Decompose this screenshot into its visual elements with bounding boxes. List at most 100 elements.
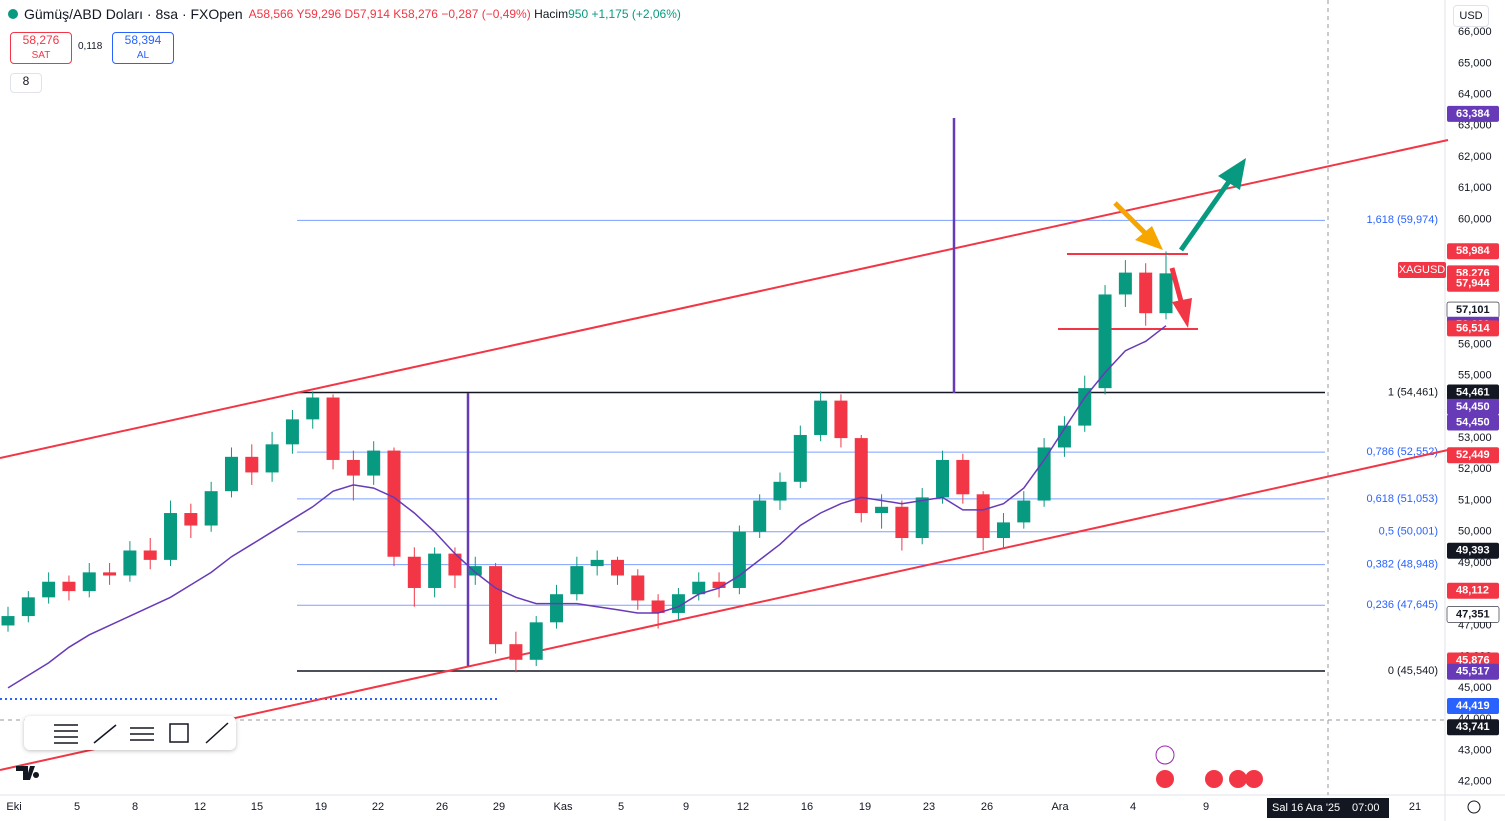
candle-body bbox=[224, 456, 238, 492]
candle-body bbox=[834, 400, 848, 439]
x-tick-label: 21 bbox=[1409, 801, 1421, 813]
buy-label: AL bbox=[136, 50, 150, 61]
candle-body bbox=[590, 559, 604, 567]
x-tick-label: 19 bbox=[315, 801, 327, 813]
buy-button[interactable]: 58,394 AL bbox=[112, 32, 174, 64]
y-tick-label: 51,000 bbox=[1458, 494, 1492, 506]
y-tick-label: 55,000 bbox=[1458, 370, 1492, 382]
y-tick-label: 49,000 bbox=[1458, 557, 1492, 569]
price-badge bbox=[1447, 447, 1499, 464]
candle-body bbox=[1078, 388, 1092, 426]
candle-body bbox=[407, 556, 421, 588]
x-tick-label: 4 bbox=[1130, 801, 1136, 813]
y-tick-label: 42,000 bbox=[1458, 775, 1492, 787]
price-badge-label: 45,876 bbox=[1456, 654, 1490, 666]
candle-body bbox=[468, 566, 482, 576]
fib-label: 0,382 (48,948) bbox=[1366, 559, 1438, 571]
arrow-head bbox=[1172, 298, 1192, 328]
price-badge-label: 48,112 bbox=[1456, 585, 1489, 597]
candle-body bbox=[62, 581, 76, 592]
open: A58,566 bbox=[248, 7, 294, 21]
x-tick-label: Kas bbox=[554, 801, 573, 813]
candle-body bbox=[529, 622, 543, 660]
x-tick-label: 26 bbox=[981, 801, 993, 813]
price-badge bbox=[1447, 105, 1499, 122]
y-tick-label: 45,000 bbox=[1458, 682, 1492, 694]
moving-average bbox=[7, 325, 1167, 689]
rect-tool[interactable] bbox=[169, 723, 189, 743]
y-tick-label: 53,000 bbox=[1458, 432, 1492, 444]
price-badge bbox=[1447, 663, 1499, 680]
x-tick-label: 12 bbox=[737, 801, 749, 813]
price-badge-label: 44,419 bbox=[1456, 700, 1490, 712]
close: K58,276 bbox=[393, 7, 438, 21]
candle-body bbox=[732, 531, 746, 588]
sell-button[interactable]: 58,276 SAT bbox=[10, 32, 72, 64]
candle-body bbox=[143, 550, 157, 560]
cursor-time: 07:00 bbox=[1352, 802, 1380, 814]
fib-label: 0,236 (47,645) bbox=[1366, 599, 1438, 611]
trend-line bbox=[0, 139, 1449, 459]
indicator-toggle[interactable]: 8 bbox=[10, 73, 42, 93]
low: D57,914 bbox=[344, 7, 390, 21]
candle-body bbox=[793, 434, 807, 482]
candle-body bbox=[1098, 294, 1112, 389]
arrow bbox=[1178, 178, 1233, 252]
x-tick-label: 12 bbox=[194, 801, 206, 813]
channel-tool[interactable] bbox=[130, 727, 154, 741]
x-tick-label: 9 bbox=[683, 801, 689, 813]
event-icons bbox=[1155, 745, 1263, 788]
settings-icon[interactable] bbox=[1467, 800, 1481, 814]
arrows bbox=[1113, 158, 1246, 328]
price-badge-label: 58,984 bbox=[1456, 245, 1491, 257]
symbol[interactable]: Gümüş/ABD Doları · 8sa · FXOpen bbox=[24, 6, 243, 22]
candle-body bbox=[306, 397, 320, 420]
price-badge-label: 57,101 bbox=[1456, 304, 1490, 316]
candle-body bbox=[712, 581, 726, 588]
candle-body bbox=[326, 397, 340, 460]
candle-body bbox=[184, 513, 198, 526]
fib-label: 1 (54,461) bbox=[1388, 386, 1438, 398]
spread: 0,118 bbox=[78, 41, 103, 52]
price-badge-label: 54,461 bbox=[1456, 386, 1490, 398]
buy-price: 58,394 bbox=[124, 33, 162, 47]
fib-label: 0,5 (50,001) bbox=[1379, 526, 1438, 538]
event-icon bbox=[1205, 770, 1223, 788]
y-tick-label: 43,000 bbox=[1458, 744, 1492, 756]
status-dot bbox=[8, 9, 18, 19]
y-tick-label: 62,000 bbox=[1458, 151, 1492, 163]
line-tool[interactable] bbox=[205, 722, 229, 744]
price-badge bbox=[1447, 698, 1499, 715]
currency-button[interactable]: USD bbox=[1453, 5, 1489, 27]
price-badge-label: 43,741 bbox=[1456, 721, 1490, 733]
candle-body bbox=[509, 644, 523, 660]
volume: 950 bbox=[568, 7, 589, 21]
fib-tool[interactable] bbox=[54, 724, 78, 744]
x-tick-label: 5 bbox=[74, 801, 80, 813]
price-badge-label: 45,517 bbox=[1456, 666, 1490, 678]
price-badge-label: 54,450 bbox=[1456, 401, 1490, 413]
candle-body bbox=[42, 581, 56, 598]
x-tick-label: 23 bbox=[923, 801, 935, 813]
candle-body bbox=[1017, 500, 1031, 523]
candle-body bbox=[245, 456, 259, 473]
x-tick-label: 9 bbox=[1203, 801, 1209, 813]
x-tick-label: 5 bbox=[618, 801, 624, 813]
indicator-count: 8 bbox=[22, 74, 30, 88]
y-tick-label: 64,000 bbox=[1458, 89, 1492, 101]
trend-tool[interactable] bbox=[93, 724, 117, 744]
fib-label: 0,618 (51,053) bbox=[1366, 493, 1438, 505]
price-badge-label: 54,450 bbox=[1456, 416, 1490, 428]
ohlc: A58,566 Y59,296 D57,914 K58,276 −0,287 (… bbox=[249, 7, 681, 21]
candle-body bbox=[773, 481, 787, 501]
price-badge-label: 49,393 bbox=[1456, 545, 1490, 557]
currency: USD bbox=[1459, 10, 1483, 22]
y-tick-label: 50,000 bbox=[1458, 526, 1492, 538]
change: −0,287 (−0,49%) bbox=[441, 7, 531, 21]
price-badge bbox=[1447, 542, 1499, 559]
candle-body bbox=[956, 459, 970, 495]
price-badge bbox=[1446, 606, 1500, 623]
candle-body bbox=[367, 450, 381, 476]
